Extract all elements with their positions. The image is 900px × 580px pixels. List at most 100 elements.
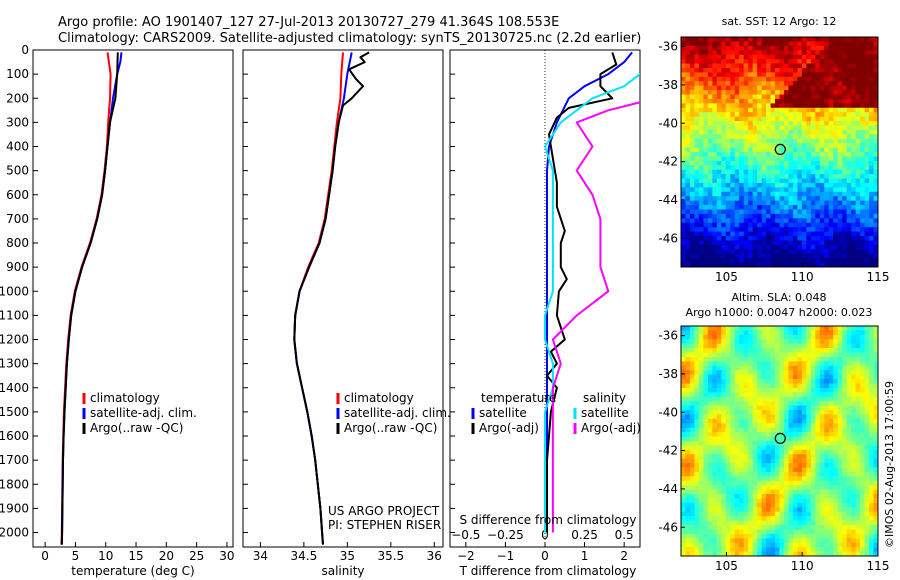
- heatmap-cell: [788, 525, 794, 531]
- heatmap-cell: [797, 191, 803, 197]
- heatmap-cell: [739, 50, 745, 56]
- heatmap-cell: [824, 213, 830, 219]
- heatmap-cell: [716, 209, 722, 215]
- heatmap-cell: [743, 502, 749, 508]
- heatmap-cell: [873, 240, 878, 246]
- heatmap-cell: [792, 54, 799, 60]
- heatmap-cell: [694, 178, 700, 184]
- heatmap-cell: [752, 244, 758, 250]
- heatmap-cell: [837, 467, 843, 473]
- heatmap-cell: [855, 516, 861, 522]
- heatmap-cell: [788, 76, 794, 82]
- heatmap-cell: [783, 330, 790, 336]
- heatmap-cell: [819, 542, 825, 548]
- heatmap-cell: [775, 41, 781, 47]
- heatmap-cell: [739, 458, 745, 464]
- heatmap-cell: [685, 222, 691, 228]
- heatmap-cell: [681, 498, 687, 504]
- heatmap-cell: [815, 458, 821, 464]
- heatmap-cell: [864, 348, 870, 354]
- heatmap-cell: [716, 244, 722, 250]
- legend-entry: satellite: [479, 406, 527, 420]
- heatmap-cell: [864, 458, 870, 464]
- heatmap-cell: [707, 502, 713, 508]
- heatmap-cell: [860, 538, 866, 544]
- heatmap-cell: [689, 213, 696, 219]
- heatmap-cell: [824, 103, 830, 109]
- heatmap-cell: [739, 485, 745, 491]
- heatmap-cell: [761, 498, 767, 504]
- heatmap-cell: [743, 454, 749, 460]
- heatmap-cell: [743, 249, 749, 255]
- heatmap-cell: [689, 258, 696, 264]
- salinity-series: [293, 51, 370, 545]
- heatmap-cell: [783, 392, 790, 398]
- difference-s-x-tick-label: 0.5: [615, 528, 634, 542]
- heatmap-cell: [833, 262, 839, 267]
- heatmap-cell: [842, 94, 848, 100]
- heatmap-cell: [860, 54, 866, 60]
- heatmap-cell: [819, 258, 825, 264]
- heatmap-cell: [703, 200, 709, 206]
- heatmap-cell: [703, 129, 709, 135]
- heatmap-cell: [730, 352, 736, 358]
- heatmap-cell: [810, 129, 816, 135]
- heatmap-cell: [712, 476, 718, 482]
- heatmap-cell: [698, 529, 704, 535]
- heatmap-cell: [824, 427, 830, 433]
- heatmap-cell: [806, 334, 812, 340]
- heatmap-cell: [703, 387, 709, 393]
- heatmap-cell: [869, 423, 875, 429]
- heatmap-cell: [766, 143, 772, 149]
- heatmap-cell: [757, 516, 763, 522]
- heatmap-cell: [694, 236, 700, 242]
- heatmap-cell: [689, 134, 696, 140]
- heatmap-cell: [770, 542, 776, 548]
- heatmap-cell: [689, 63, 696, 69]
- heatmap-cell: [783, 343, 790, 349]
- heatmap-cell: [801, 152, 807, 158]
- heatmap-cell: [819, 121, 825, 127]
- heatmap-cell: [833, 152, 839, 158]
- heatmap-cell: [743, 476, 749, 482]
- heatmap-cell: [703, 427, 709, 433]
- heatmap-cell: [694, 244, 700, 250]
- heatmap-cell: [869, 143, 875, 149]
- heatmap-cell: [712, 143, 718, 149]
- heatmap-cell: [743, 98, 749, 104]
- heatmap-cell: [837, 138, 843, 144]
- heatmap-cell: [739, 436, 745, 442]
- heatmap-cell: [833, 348, 839, 354]
- heatmap-cell: [739, 405, 745, 411]
- heatmap-cell: [721, 160, 727, 166]
- heatmap-cell: [775, 525, 781, 531]
- heatmap-cell: [828, 138, 834, 144]
- heatmap-cell: [842, 476, 848, 482]
- heatmap-cell: [828, 445, 834, 451]
- heatmap-cell: [833, 379, 839, 385]
- heatmap-cell: [819, 410, 825, 416]
- depth-tick-label: 400: [6, 140, 29, 154]
- heatmap-cell: [828, 116, 834, 122]
- heatmap-cell: [766, 432, 772, 438]
- heatmap-cell: [703, 169, 709, 175]
- heatmap-cell: [833, 392, 839, 398]
- heatmap-cell: [712, 169, 718, 175]
- heatmap-cell: [689, 227, 696, 233]
- heatmap-cell: [801, 227, 807, 233]
- heatmap-cell: [869, 383, 875, 389]
- heatmap-cell: [725, 542, 731, 548]
- heatmap-cell: [869, 222, 875, 228]
- heatmap-cell: [757, 374, 763, 380]
- heatmap-cell: [860, 520, 866, 526]
- heatmap-cell: [792, 374, 799, 380]
- heatmap-cell: [707, 147, 713, 153]
- heatmap-cell: [685, 467, 691, 473]
- salinity-depth-ticks: [243, 49, 248, 534]
- heatmap-cell: [833, 458, 839, 464]
- heatmap-cell: [788, 94, 794, 100]
- heatmap-cell: [725, 392, 731, 398]
- heatmap-cell: [775, 343, 781, 349]
- heatmap-cell: [842, 356, 848, 362]
- heatmap-cell: [766, 174, 772, 180]
